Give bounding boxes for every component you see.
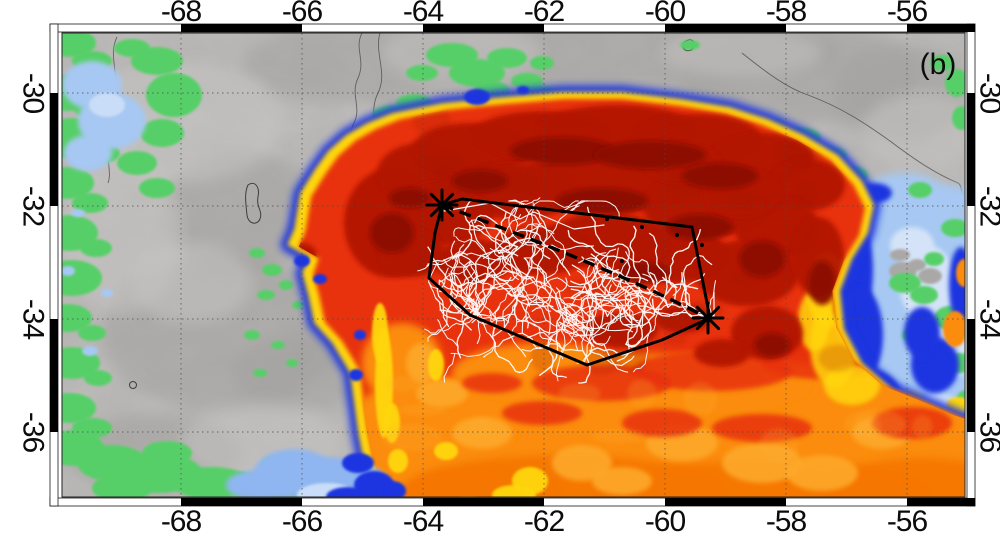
bottom-tick-label-4: -60 (645, 505, 686, 534)
top-tick-label-2: -64 (403, 0, 444, 28)
left-tick-label-0: -30 (17, 73, 50, 114)
top-tick-label-6: -56 (887, 0, 928, 28)
panel-label: (b) (920, 48, 957, 81)
frame-zebra (49, 23, 976, 507)
left-tick-label-1: -32 (17, 186, 50, 227)
top-tick-label-1: -66 (282, 0, 323, 28)
bottom-tick-label-2: -64 (403, 505, 444, 534)
bottom-tick-label-3: -62 (524, 505, 565, 534)
left-tick-label-2: -34 (17, 299, 50, 340)
right-tick-label-0: -30 (974, 73, 1000, 114)
map-art-layers (62, 33, 965, 497)
bottom-tick-label-5: -58 (766, 505, 807, 534)
track-dashed-line (441, 203, 709, 320)
right-tick-label-1: -32 (974, 186, 1000, 227)
start-asterisk-marker (425, 188, 459, 222)
left-axis-labels: -30 -32 -34 -36 (17, 73, 50, 453)
bottom-tick-label-0: -68 (161, 505, 202, 534)
top-tick-label-3: -62 (524, 0, 565, 28)
right-tick-label-2: -34 (974, 299, 1000, 340)
bottom-tick-label-1: -66 (282, 505, 323, 534)
bottom-tick-label-6: -56 (887, 505, 928, 534)
left-tick-label-3: -36 (17, 412, 50, 453)
map-inner-frame (61, 32, 966, 498)
top-tick-label-0: -68 (161, 0, 202, 28)
top-tick-label-4: -60 (645, 0, 686, 28)
map-clip-group (62, 33, 965, 497)
right-axis-labels: -30 -32 -34 -36 (974, 73, 1000, 453)
end-asterisk-marker (691, 301, 725, 335)
top-tick-label-5: -58 (766, 0, 807, 28)
flash-convex-hull (427, 197, 712, 367)
right-tick-label-3: -36 (974, 412, 1000, 453)
bottom-axis-labels: -68 -66 -64 -62 -60 -58 -56 (161, 505, 929, 534)
top-axis-labels: -68 -66 -64 -62 -60 -58 -56 (161, 0, 929, 28)
